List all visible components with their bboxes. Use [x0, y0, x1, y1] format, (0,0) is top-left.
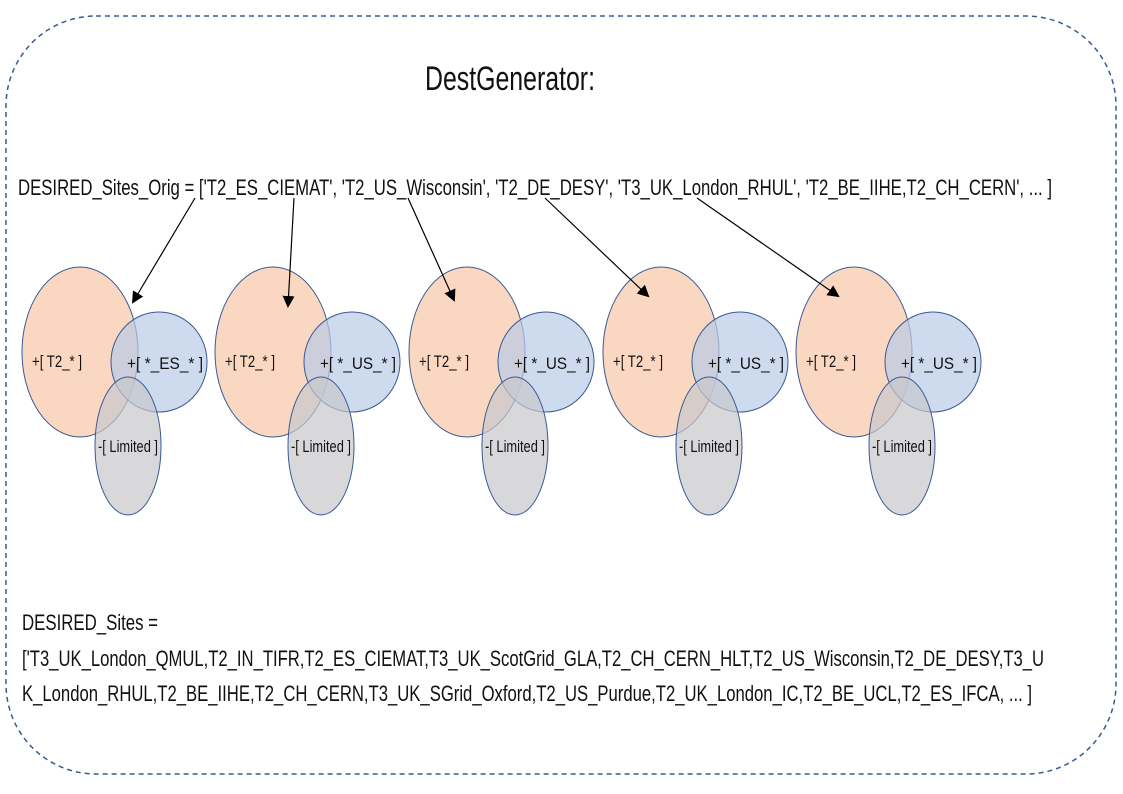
limited-ellipse [675, 376, 743, 516]
country-label: +[ *_US_* ] [514, 354, 590, 373]
limited-ellipse [868, 376, 936, 516]
venn-group: +[ T2_* ] +[ *_US_* ] -[ Limited ] [408, 266, 595, 516]
limited-label: -[ Limited ] [98, 437, 158, 456]
arrow-1 [131, 197, 196, 304]
country-label: +[ *_US_* ] [901, 354, 977, 373]
arrow-4 [544, 197, 650, 298]
desired-sites-line-2: K_London_RHUL,T2_BE_IIHE,T2_CH_CERN,T3_U… [22, 681, 1032, 706]
venn-group: +[ T2_* ] +[ *_ES_* ] -[ Limited ] [21, 266, 208, 516]
country-label: +[ *_US_* ] [708, 354, 784, 373]
limited-label: -[ Limited ] [679, 437, 739, 456]
limited-ellipse [94, 376, 162, 516]
dashed-border [5, 15, 1117, 775]
tier-label: +[ T2_* ] [419, 352, 469, 371]
arrow-5 [696, 197, 840, 298]
country-label: +[ *_ES_* ] [127, 354, 203, 373]
country-label: +[ *_US_* ] [320, 354, 396, 373]
limited-ellipse [287, 376, 355, 516]
limited-label: -[ Limited ] [485, 437, 545, 456]
diagram-title: DestGenerator: [425, 60, 595, 98]
arrow-2 [282, 197, 295, 308]
tier-label: +[ T2_* ] [225, 352, 275, 371]
desired-sites-label: DESIRED_Sites = [22, 610, 158, 635]
limited-label: -[ Limited ] [291, 437, 351, 456]
tier-label: +[ T2_* ] [806, 352, 856, 371]
desired-sites-line-1: ['T3_UK_London_QMUL,T2_IN_TIFR,T2_ES_CIE… [22, 646, 1044, 671]
arrow-3 [407, 197, 456, 302]
venn-groups: +[ T2_* ] +[ *_ES_* ]-[ Limited ]+[ T2_* … [21, 266, 982, 516]
tier-label: +[ T2_* ] [613, 352, 663, 371]
venn-group: +[ T2_* ] +[ *_US_* ] -[ Limited ] [602, 266, 789, 516]
venn-group: +[ T2_* ] +[ *_US_* ] -[ Limited ] [795, 266, 982, 516]
desired-sites-orig-line: DESIRED_Sites_Orig = ['T2_ES_CIEMAT', 'T… [18, 175, 1052, 200]
arrows [131, 197, 840, 308]
limited-ellipse [481, 376, 549, 516]
tier-label: +[ T2_* ] [32, 352, 82, 371]
limited-label: -[ Limited ] [872, 437, 932, 456]
venn-group: +[ T2_* ] +[ *_US_* ] -[ Limited ] [214, 266, 401, 516]
